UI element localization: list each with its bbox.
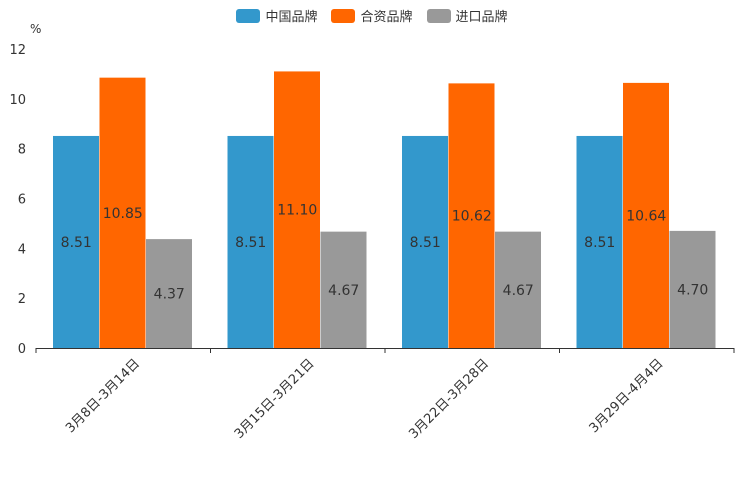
- bar: [99, 77, 146, 348]
- data-label: 4.37: [154, 287, 185, 303]
- bar: [448, 83, 495, 348]
- data-label: 8.51: [235, 235, 266, 251]
- legend: 中国品牌 合资品牌 进口品牌: [0, 6, 744, 25]
- x-tick-label: 3月22日-3月28日: [406, 356, 492, 442]
- legend-label-joint-venture: 合资品牌: [360, 10, 413, 25]
- legend-swatch-domestic: [236, 8, 261, 23]
- legend-swatch-joint-venture: [331, 8, 356, 23]
- legend-label-domestic: 中国品牌: [265, 10, 318, 25]
- bar: [320, 231, 367, 348]
- bar: [53, 135, 99, 348]
- bar: [576, 135, 623, 348]
- data-label: 10.85: [103, 206, 143, 222]
- bar: [274, 71, 320, 349]
- data-label: 11.10: [277, 203, 317, 219]
- data-label: 8.51: [410, 235, 441, 251]
- legend-item-imported[interactable]: 进口品牌: [426, 6, 508, 25]
- data-label: 4.70: [677, 282, 708, 298]
- y-tick-label: 2: [18, 292, 26, 307]
- x-tick-label: 3月15日-3月21日: [232, 356, 318, 442]
- legend-swatch-imported: [426, 8, 451, 23]
- x-tick-label: 3月29日-4月4日: [587, 356, 667, 436]
- bar: [146, 239, 192, 348]
- y-tick-label: 12: [9, 43, 26, 58]
- bar: [623, 82, 669, 349]
- legend-label-imported: 进口品牌: [455, 10, 508, 25]
- y-axis-unit: %: [30, 22, 42, 36]
- x-tick-label: 3月8日-3月14日: [63, 356, 143, 436]
- legend-item-joint-venture[interactable]: 合资品牌: [331, 6, 413, 25]
- bar: [227, 135, 274, 348]
- data-label: 8.51: [61, 235, 92, 251]
- data-label: 10.64: [626, 208, 666, 224]
- data-label: 10.62: [452, 209, 492, 225]
- data-label: 4.67: [503, 283, 534, 299]
- y-tick-label: 8: [18, 143, 26, 158]
- bar: [669, 230, 716, 348]
- data-label: 8.51: [584, 235, 615, 251]
- y-tick-label: 10: [9, 93, 26, 108]
- data-label: 4.67: [328, 283, 359, 299]
- bar: [495, 231, 541, 348]
- bar: [402, 135, 448, 348]
- y-tick-label: 4: [18, 242, 26, 257]
- legend-item-domestic[interactable]: 中国品牌: [236, 6, 317, 25]
- y-tick-label: 6: [18, 193, 26, 208]
- y-tick-label: 0: [18, 342, 26, 357]
